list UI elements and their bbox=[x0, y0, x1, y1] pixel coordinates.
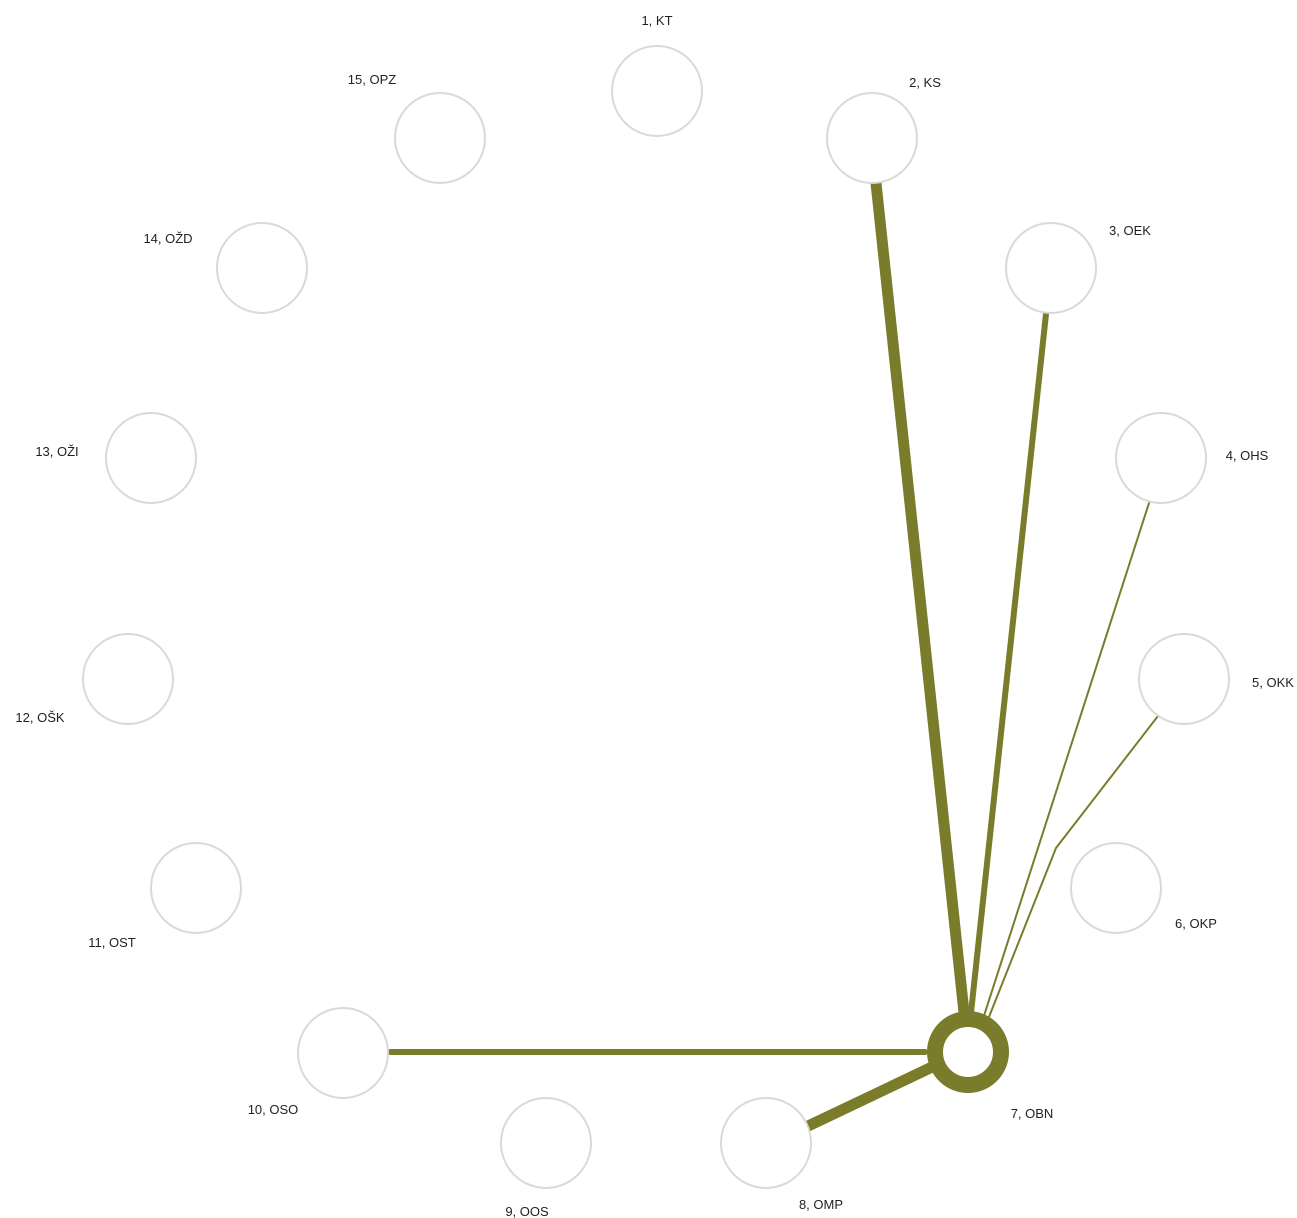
edge-7-8 bbox=[800, 1062, 936, 1133]
node-6 bbox=[1070, 842, 1162, 934]
node-label-4: 4, OHS bbox=[1226, 448, 1269, 463]
node-9 bbox=[500, 1097, 592, 1189]
node-13 bbox=[105, 412, 197, 504]
labels-layer: 1, KT 2, KS 3, OEK 4, OHS 5, OKK 6, OKP 7, OBN… bbox=[15, 13, 1294, 1218]
node-7 bbox=[927, 1011, 1009, 1093]
node-label-11: 11, OST bbox=[88, 935, 136, 950]
edges-layer bbox=[387, 177, 1159, 1133]
node-label-10: 10, OSO bbox=[248, 1102, 299, 1117]
node-12 bbox=[82, 633, 174, 725]
node-label-8: 8, OMP bbox=[799, 1197, 843, 1212]
node-label-1: 1, KT bbox=[641, 13, 672, 28]
node-label-13: 13, OŽI bbox=[35, 444, 78, 459]
node-label-7: 7, OBN bbox=[1011, 1106, 1054, 1121]
node-10 bbox=[297, 1007, 389, 1099]
node-2 bbox=[826, 92, 918, 184]
node-label-12: 12, OŠK bbox=[15, 710, 64, 725]
edge-7-3 bbox=[967, 311, 1049, 1025]
node-label-9: 9, OOS bbox=[505, 1204, 549, 1218]
edge-7-5 bbox=[986, 715, 1159, 1023]
node-1 bbox=[611, 45, 703, 137]
nodes-layer bbox=[82, 45, 1230, 1189]
node-3 bbox=[1005, 222, 1097, 314]
node-label-5: 5, OKK bbox=[1252, 675, 1294, 690]
node-label-14: 14, OŽD bbox=[143, 231, 192, 246]
node-label-2: 2, KS bbox=[909, 75, 941, 90]
node-label-6: 6, OKP bbox=[1175, 916, 1217, 931]
node-5 bbox=[1138, 633, 1230, 725]
node-label-15: 15, OPZ bbox=[348, 72, 396, 87]
node-4 bbox=[1115, 412, 1207, 504]
node-14 bbox=[216, 222, 308, 314]
edge-7-2 bbox=[870, 177, 971, 1028]
node-11 bbox=[150, 842, 242, 934]
node-15 bbox=[394, 92, 486, 184]
node-8 bbox=[720, 1097, 812, 1189]
node-label-3: 3, OEK bbox=[1109, 223, 1151, 238]
edge-7-4 bbox=[981, 502, 1150, 1023]
